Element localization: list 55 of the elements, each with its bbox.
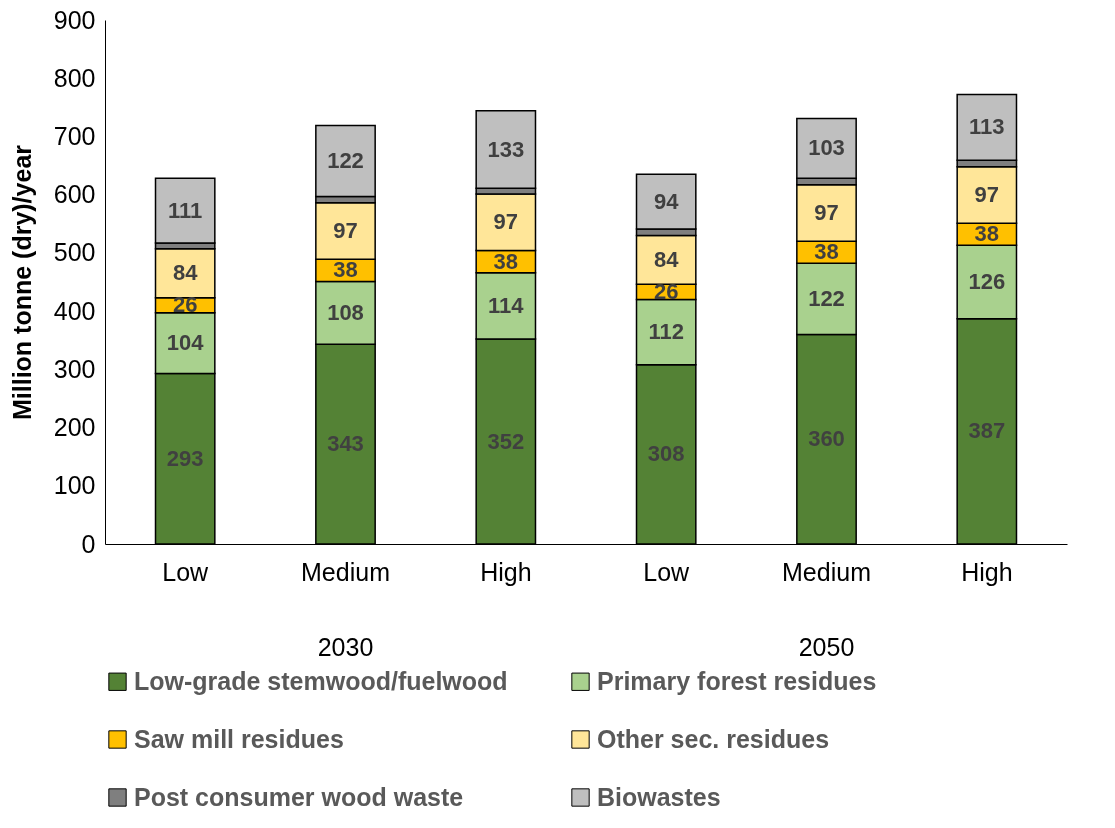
- text: 2050: [798, 633, 855, 661]
- data-label: 122: [808, 285, 845, 311]
- x-tick-label: Low: [643, 557, 691, 586]
- legend-label: Other sec. residues: [597, 724, 830, 753]
- data-label: 38: [974, 221, 1000, 247]
- legend-label: Low-grade stemwood/fuelwood: [134, 666, 508, 695]
- data-label: 122: [327, 147, 364, 173]
- data-label: 293: [166, 445, 204, 471]
- data-label: 84: [172, 260, 199, 286]
- data-label: 133: [487, 136, 525, 162]
- data-label: 108: [327, 299, 364, 325]
- x-tick-label: High: [961, 557, 1013, 586]
- data-label: 38: [814, 239, 839, 265]
- y-tick-label: 300: [53, 354, 96, 383]
- y-tick-label: 900: [53, 5, 96, 34]
- data-label: 97: [814, 200, 839, 226]
- y-tick-label: 0: [81, 529, 96, 558]
- data-label: 84: [653, 246, 680, 272]
- data-label: 114: [488, 292, 525, 318]
- data-label: 26: [653, 278, 679, 304]
- y-tick-label: 400: [53, 296, 96, 325]
- data-label: 97: [974, 181, 1000, 207]
- legend-label: Saw mill residues: [134, 724, 344, 753]
- data-label: 126: [968, 269, 1006, 294]
- data-label: 308: [647, 441, 685, 467]
- data-label: 38: [333, 257, 358, 283]
- y-tick-label: 600: [53, 180, 96, 209]
- x-tick-label: Low: [162, 557, 210, 586]
- legend-label: Primary forest residues: [597, 666, 877, 695]
- y-tick-label: 700: [53, 121, 96, 150]
- legend-label: Post consumer wood waste: [134, 782, 464, 811]
- data-label: 360: [808, 426, 845, 452]
- data-label: 97: [493, 209, 519, 235]
- x-tick-label: Medium: [301, 557, 390, 586]
- data-label: 38: [493, 248, 519, 274]
- y-tick-label: 800: [53, 63, 96, 92]
- y-tick-label: 100: [53, 471, 96, 500]
- data-label: 103: [808, 135, 845, 161]
- y-tick-label: 200: [53, 413, 96, 442]
- data-label: 343: [327, 431, 364, 457]
- text: 2030: [317, 633, 374, 661]
- data-label: 97: [333, 218, 358, 244]
- data-label: 387: [968, 418, 1006, 444]
- y-axis-title: Million tonne (dry)/year: [7, 144, 36, 421]
- y-tick-label: 500: [53, 238, 96, 267]
- data-label: 352: [487, 428, 525, 454]
- data-label: 112: [648, 319, 684, 345]
- data-label: 111: [168, 197, 203, 223]
- data-label: 104: [166, 330, 205, 356]
- legend-label: Biowastes: [597, 782, 721, 811]
- data-label: 26: [172, 292, 198, 318]
- data-label: 113: [969, 114, 1005, 140]
- x-tick-label: Medium: [782, 557, 871, 586]
- data-label: 94: [653, 188, 680, 214]
- x-tick-label: High: [480, 557, 532, 586]
